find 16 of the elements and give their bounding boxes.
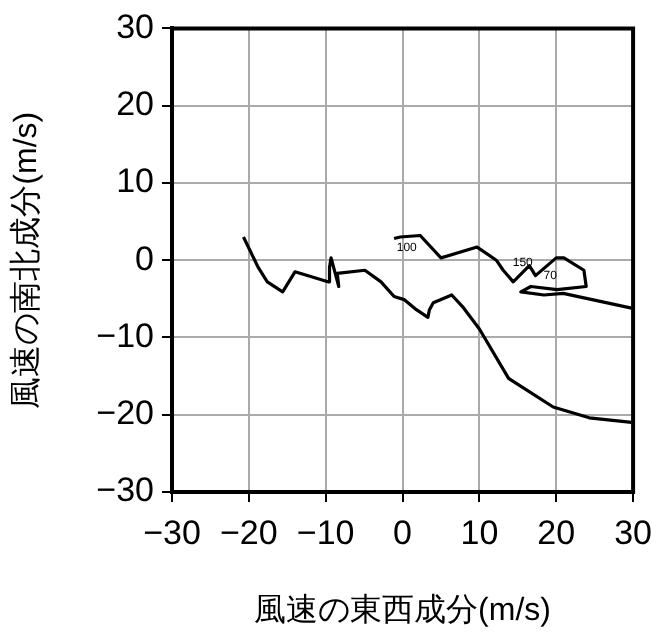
- x-tick-label: −20: [220, 513, 278, 552]
- x-tick-label: 0: [393, 513, 413, 552]
- x-tick-label: 30: [614, 513, 653, 552]
- x-tick-label: −30: [143, 513, 201, 552]
- x-tick-label: −10: [296, 513, 355, 552]
- x-tick-label: 20: [537, 513, 576, 552]
- y-tick-label: −30: [96, 471, 154, 510]
- x-axis-title: 風速の東西成分(m/s): [254, 591, 551, 628]
- x-tick-label: 10: [460, 513, 499, 552]
- y-tick-label: 30: [116, 7, 154, 46]
- y-axis-title: 風速の南北成分(m/s): [8, 111, 45, 409]
- y-tick-label: −20: [96, 394, 154, 433]
- y-tick-label: 20: [116, 85, 154, 124]
- y-tick-label: 10: [116, 162, 154, 201]
- y-tick-label: −10: [96, 316, 154, 355]
- y-tick-label: 0: [135, 239, 154, 278]
